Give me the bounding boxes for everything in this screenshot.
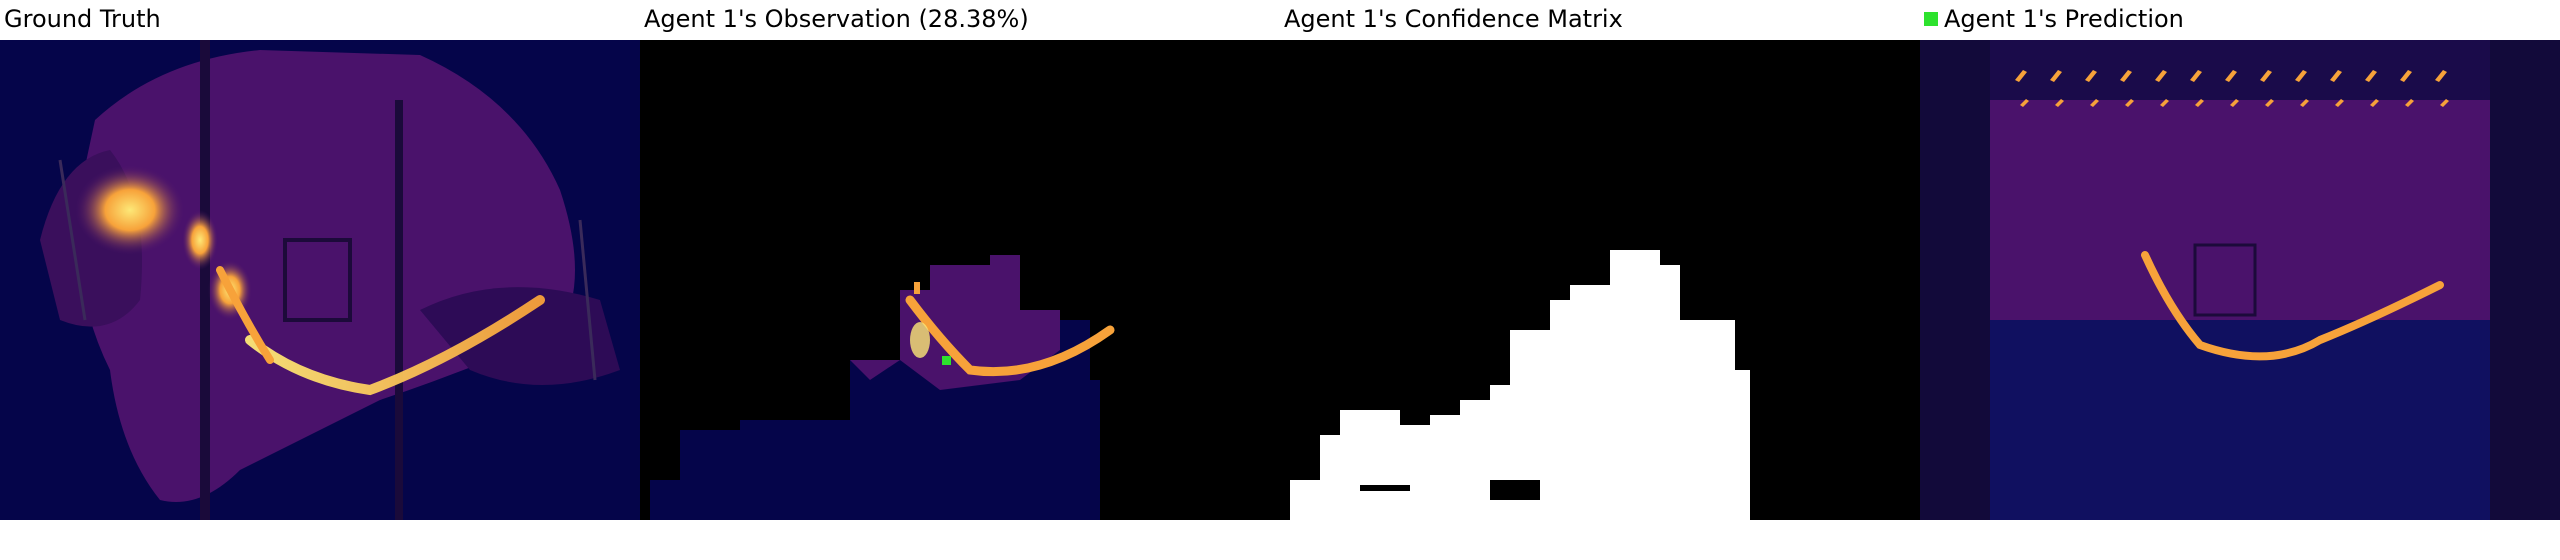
observation-image (640, 40, 1280, 520)
prediction-panel: Agent 1's Prediction (1920, 0, 2560, 560)
agent-legend-swatch-icon (1924, 12, 1938, 26)
ground-truth-image (0, 40, 640, 520)
observation-title: Agent 1's Observation (28.38%) (644, 5, 1029, 33)
prediction-title: Agent 1's Prediction (1924, 2, 2184, 36)
ground-truth-title: Ground Truth (4, 5, 161, 33)
confidence-panel: Agent 1's Confidence Matrix (1280, 0, 1920, 560)
observation-panel: Agent 1's Observation (28.38%) (640, 0, 1280, 560)
prediction-title-text: Agent 1's Prediction (1944, 5, 2184, 33)
agent-marker-icon (942, 356, 951, 365)
ground-truth-panel: Ground Truth (0, 0, 640, 560)
confidence-title: Agent 1's Confidence Matrix (1284, 5, 1623, 33)
prediction-image (1920, 40, 2560, 520)
confidence-image (1280, 40, 1920, 520)
